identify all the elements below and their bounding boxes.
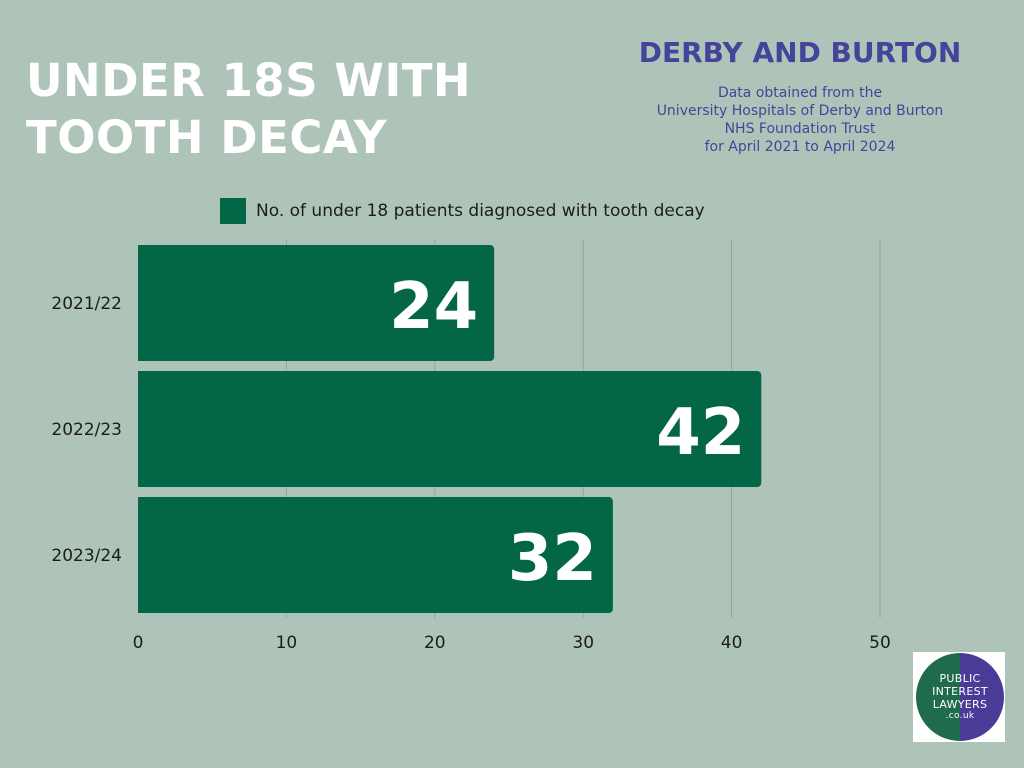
bar-value-label: 42 [656, 396, 745, 470]
logo-text-line-3: LAWYERS [932, 698, 988, 711]
logo-circle: PUBLIC INTEREST LAWYERS .co.uk [916, 653, 1004, 741]
y-category-label: 2023/24 [51, 546, 122, 566]
chart-title: UNDER 18S WITH TOOTH DECAY [26, 52, 546, 166]
public-interest-lawyers-logo: PUBLIC INTEREST LAWYERS .co.uk [913, 652, 1005, 742]
legend-label: No. of under 18 patients diagnosed with … [256, 201, 705, 221]
source-note-line-1: Data obtained from the [717, 85, 883, 101]
source-note-line-2: University Hospitals of Derby and Burton [656, 103, 944, 119]
bar-left-edge [138, 497, 144, 613]
source-note-line-3: NHS Foundation Trust [724, 121, 876, 137]
bar-value-label: 32 [508, 522, 597, 596]
bars [138, 245, 762, 613]
x-tick-label: 50 [869, 633, 891, 653]
x-tick-label: 10 [276, 633, 298, 653]
data-labels: 24 42 32 [389, 270, 745, 596]
x-tick-label: 0 [133, 633, 144, 653]
bar-left-edge [138, 245, 144, 361]
bar-left-edge [138, 371, 144, 487]
y-category-label: 2022/23 [51, 420, 122, 440]
x-tick-label: 40 [721, 633, 743, 653]
source-note-line-4: for April 2021 to April 2024 [704, 139, 896, 155]
chart-legend: No. of under 18 patients diagnosed with … [220, 197, 705, 225]
region-heading: DERBY AND BURTON [638, 36, 962, 69]
chart-title-line-1: UNDER 18S WITH [26, 54, 472, 107]
chart-title-line-2: TOOTH DECAY [26, 111, 387, 164]
y-category-label: 2021/22 [51, 294, 122, 314]
axis-labels: 0 10 20 30 40 50 2021/22 2022/23 2023/24 [51, 294, 890, 653]
bar [138, 497, 613, 613]
x-tick-label: 20 [424, 633, 446, 653]
legend-swatch [220, 198, 246, 224]
logo-text-line-4: .co.uk [945, 711, 975, 721]
logo-text-line-1: PUBLIC [939, 672, 981, 685]
logo-text-line-2: INTEREST [932, 685, 988, 698]
bar-value-label: 24 [389, 270, 478, 344]
bar [138, 245, 495, 361]
source-note: Data obtained from the University Hospit… [600, 84, 1000, 156]
x-tick-label: 30 [572, 633, 594, 653]
bar [138, 371, 762, 487]
